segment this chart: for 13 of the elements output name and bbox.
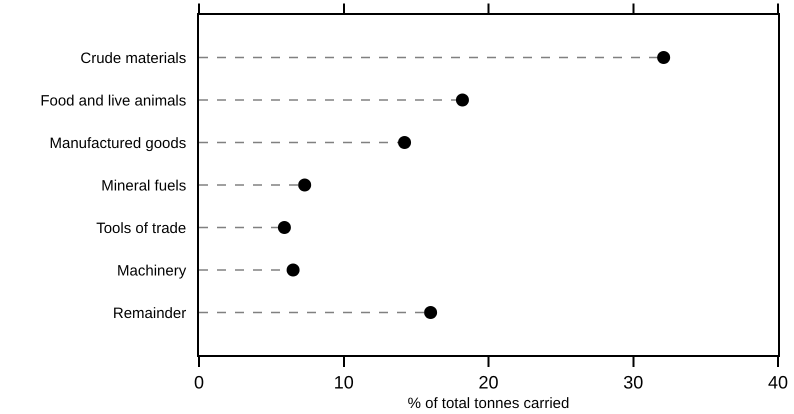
- y-tick-label: Remainder: [112, 304, 186, 322]
- x-tick-label: 40: [768, 372, 788, 392]
- y-tick-label: Crude materials: [80, 50, 186, 67]
- y-tick-label: Mineral fuels: [101, 177, 186, 194]
- x-tick-label: 0: [194, 372, 204, 392]
- y-tick-label: Food and live animals: [40, 92, 186, 110]
- x-axis-title: % of total tonnes carried: [408, 394, 570, 412]
- x-tick-label: 10: [334, 372, 354, 392]
- x-tick-label: 20: [478, 372, 499, 392]
- y-tick-label: Tools of trade: [96, 220, 186, 237]
- y-tick-label: Manufactured goods: [49, 134, 186, 152]
- x-tick-label: 30: [623, 372, 644, 392]
- y-tick-label: Machinery: [117, 262, 187, 280]
